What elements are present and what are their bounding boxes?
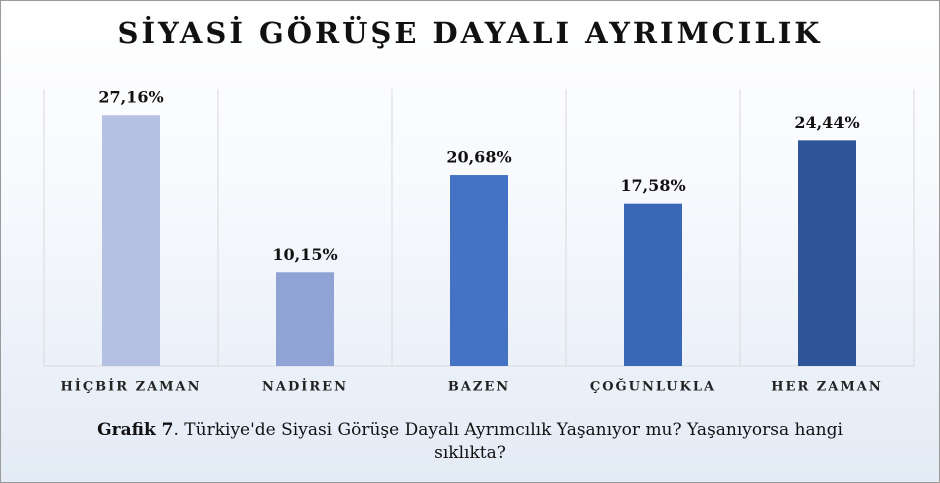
bar bbox=[276, 272, 334, 366]
chart: SİYASİ GÖRÜŞE DAYALI AYRIMCILIK HİÇBİR Z… bbox=[43, 14, 915, 395]
data-label: 27,16% bbox=[98, 88, 163, 107]
data-label: 17,58% bbox=[620, 176, 685, 195]
caption-text: . Türkiye'de Siyasi Görüşe Dayalı Ayrımc… bbox=[173, 420, 843, 463]
bar bbox=[102, 115, 160, 367]
x-tick-label: ÇOĞUNLUKLA bbox=[590, 378, 716, 395]
x-tick-label: HER ZAMAN bbox=[771, 380, 882, 395]
chart-title: SİYASİ GÖRÜŞE DAYALI AYRIMCILIK bbox=[118, 14, 823, 50]
data-label: 20,68% bbox=[446, 148, 511, 167]
bar bbox=[624, 203, 682, 366]
x-tick-label: BAZEN bbox=[448, 380, 510, 395]
x-tick-label: HİÇBİR ZAMAN bbox=[60, 379, 201, 395]
bar bbox=[798, 140, 856, 366]
caption: Grafik 7. Türkiye'de Siyasi Görüşe Dayal… bbox=[61, 419, 879, 465]
bar bbox=[450, 175, 508, 366]
data-label: 10,15% bbox=[272, 245, 337, 264]
caption-label: Grafik 7 bbox=[97, 420, 174, 440]
data-label: 24,44% bbox=[794, 113, 859, 132]
x-tick-label: NADİREN bbox=[262, 379, 348, 395]
